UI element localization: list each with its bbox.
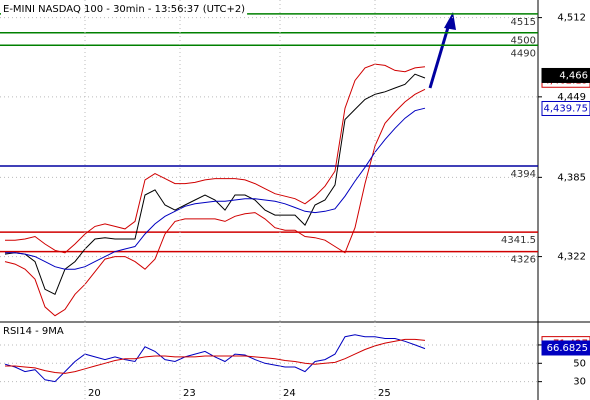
price-tag-label: 4,466 <box>559 70 588 81</box>
price-tag-label: 66.6825 <box>547 343 588 354</box>
y-tick-label: 4,385 <box>557 172 586 183</box>
y-tick-label: 4,449 <box>557 92 586 103</box>
level-label: 4515 <box>511 17 536 28</box>
series-line <box>4 73 426 295</box>
x-tick-label: 23 <box>183 388 196 399</box>
price-tag-label: 4,439.75 <box>543 103 588 114</box>
forecast-arrow <box>428 23 451 89</box>
y-tick-label: 50 <box>573 358 586 369</box>
series-line <box>5 63 426 254</box>
level-label: 4341.5 <box>501 235 536 246</box>
series-line <box>4 88 426 317</box>
price-tag <box>541 100 590 116</box>
title-bg <box>1 324 66 337</box>
series-line <box>5 107 426 270</box>
title-bg <box>1 2 248 15</box>
x-tick-label: 25 <box>378 388 391 399</box>
panel-title: RSI14 - 9MA <box>3 326 64 337</box>
series-line <box>4 334 426 383</box>
level-label: 4490 <box>511 48 536 59</box>
level-label: 4394 <box>511 169 536 180</box>
price-tag <box>541 67 590 83</box>
arrow-head <box>444 12 456 30</box>
series-line <box>5 338 426 374</box>
y-tick-label: 30 <box>573 377 586 388</box>
y-tick-label: 4,322 <box>557 252 586 263</box>
x-tick-label: 24 <box>283 388 296 399</box>
level-label: 4500 <box>511 36 536 47</box>
price-tag <box>541 340 590 356</box>
level-label: 4326 <box>511 255 536 266</box>
panel-title: E-MINI NASDAQ 100 - 30min - 13:56:37 (UT… <box>3 4 245 15</box>
y-tick-label: 4,512 <box>557 13 586 24</box>
x-tick-label: 20 <box>88 388 101 399</box>
